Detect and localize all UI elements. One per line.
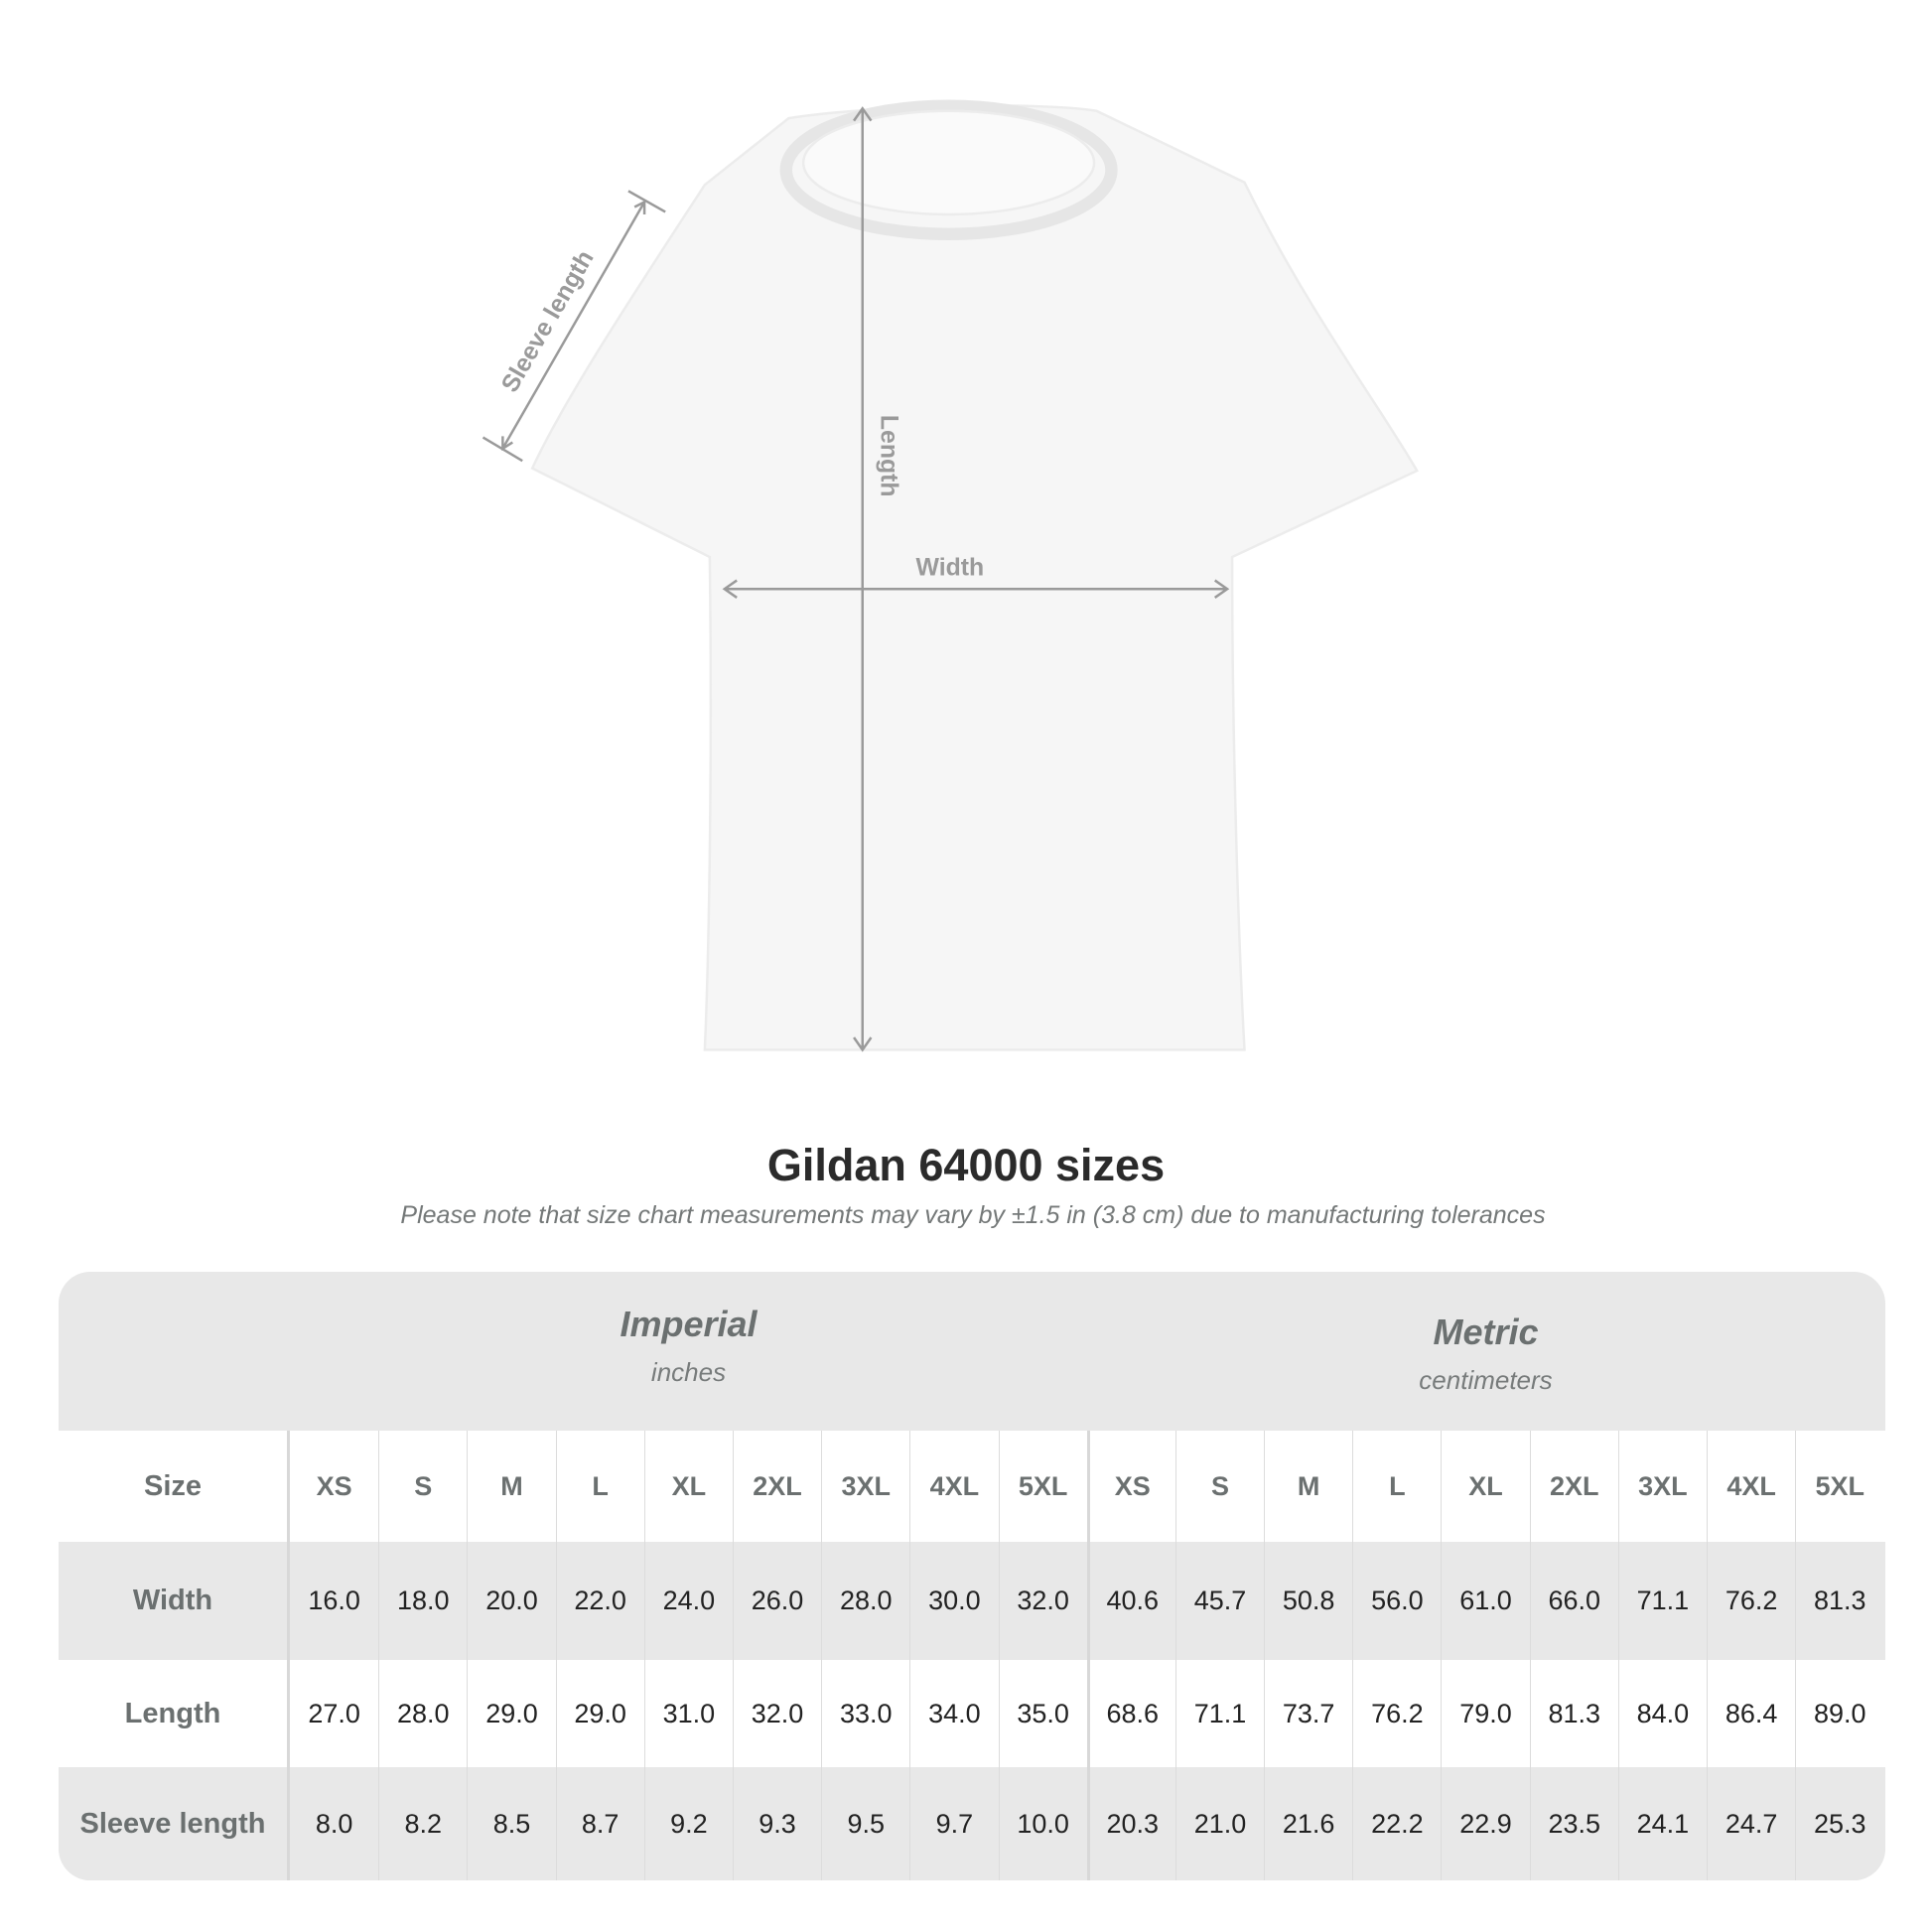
size-header-metric: 2XL [1529, 1431, 1618, 1542]
table-cell-metric: 71.1 [1174, 1660, 1264, 1767]
table-cell-imperial: 8.0 [315, 1808, 353, 1839]
sleeve-arrow [501, 201, 646, 450]
table-cell-imperial: 8.2 [378, 1767, 467, 1880]
table-cell-imperial: 9.3 [732, 1767, 821, 1880]
size-header-metric: XL [1441, 1431, 1529, 1542]
sleeve-length-row: Sleeve length 8.0 8.2 8.5 8.7 9.2 9.3 9.5 9.7 10.… [59, 1767, 1885, 1880]
tshirt-shape [530, 104, 1419, 1051]
table-cell-metric: 21.0 [1174, 1767, 1264, 1880]
size-header-metric: 3XL [1617, 1431, 1707, 1542]
size-header-metric: M [1264, 1431, 1352, 1542]
page-title: Gildan 64000 sizes [766, 1140, 1166, 1190]
size-header-imperial: M [467, 1431, 555, 1542]
table-cell-imperial: 33.0 [821, 1660, 909, 1767]
imperial-unit: inches [650, 1357, 727, 1387]
table-cell-imperial: 8.7 [555, 1767, 644, 1880]
tshirt-neck-opening [801, 109, 1096, 216]
imperial-header: Imperial inches [290, 1304, 1087, 1388]
table-cell-imperial: 32.0 [732, 1660, 821, 1767]
metric-unit: centimeters [1419, 1365, 1553, 1395]
table-cell-metric: 45.7 [1174, 1542, 1264, 1660]
table-cell-metric: 66.0 [1529, 1542, 1618, 1660]
width-row: Width 16.0 18.0 20.0 22.0 24.0 26.0 28.0 30.0 32.… [59, 1542, 1885, 1660]
table-cell-metric: 20.3 [1086, 1767, 1175, 1880]
tshirt-diagram: Width Length Sleeve length [482, 99, 1419, 1052]
table-cell-imperial: 9.5 [821, 1767, 909, 1880]
table-cell-imperial: 9.2 [643, 1767, 733, 1880]
table-cell-metric: 71.1 [1617, 1542, 1707, 1660]
table-cell-imperial: 26.0 [732, 1542, 821, 1660]
table-cell-metric: 50.8 [1264, 1542, 1352, 1660]
table-cell-metric: 76.2 [1352, 1660, 1441, 1767]
size-header-metric: L [1352, 1431, 1441, 1542]
table-cell-metric: 73.7 [1264, 1660, 1352, 1767]
table-cell-metric: 24.1 [1617, 1767, 1707, 1880]
size-header-imperial: XL [643, 1431, 733, 1542]
table-cell-imperial: 30.0 [909, 1542, 998, 1660]
size-header-imperial: L [555, 1431, 644, 1542]
table-cell-metric: 79.0 [1441, 1660, 1529, 1767]
table-cell-imperial: 28.0 [821, 1542, 909, 1660]
metric-header: Metric centimeters [1087, 1311, 1884, 1396]
size-header-imperial: S [378, 1431, 467, 1542]
size-header-imperial: 3XL [821, 1431, 909, 1542]
table-cell-metric: 84.0 [1617, 1660, 1707, 1767]
table-cell-metric: 81.3 [1529, 1660, 1618, 1767]
table-cell-imperial: 18.0 [378, 1542, 467, 1660]
row-label: Size [59, 1431, 290, 1542]
width-label: Width [916, 555, 985, 582]
table-cell-imperial: 27.0 [308, 1698, 360, 1728]
size-header-imperial: 5XL [998, 1431, 1087, 1542]
table-cell-metric: 40.6 [1086, 1542, 1175, 1660]
table-cell-imperial: 29.0 [555, 1660, 644, 1767]
size-header-imperial: 4XL [909, 1431, 998, 1542]
table-cell-metric: 61.0 [1441, 1542, 1529, 1660]
table-cell-metric: 81.3 [1795, 1542, 1883, 1660]
size-header-metric: 5XL [1795, 1431, 1883, 1542]
table-cell-metric: 24.7 [1707, 1767, 1795, 1880]
table-cell-imperial: 24.0 [643, 1542, 733, 1660]
table-cell-metric: 56.0 [1352, 1542, 1441, 1660]
imperial-title: Imperial [620, 1304, 758, 1344]
size-header-imperial: 2XL [732, 1431, 821, 1542]
table-cell-imperial: 8.5 [467, 1767, 555, 1880]
table-cell-imperial: 22.0 [555, 1542, 644, 1660]
table-cell-imperial: 31.0 [643, 1660, 733, 1767]
row-label: Sleeve length [59, 1767, 290, 1880]
table-cell-metric: 22.2 [1352, 1767, 1441, 1880]
tshirt-collar [779, 99, 1118, 241]
size-header-metric: S [1174, 1431, 1264, 1542]
table-cell-imperial: 20.0 [467, 1542, 555, 1660]
table-cell-imperial: 35.0 [998, 1660, 1087, 1767]
table-cell-imperial: 16.0 [308, 1586, 360, 1615]
table-cell-imperial: 34.0 [909, 1660, 998, 1767]
table-cell-metric: 23.5 [1529, 1767, 1618, 1880]
table-cell-metric: 86.4 [1707, 1660, 1795, 1767]
size-header-metric: 4XL [1707, 1431, 1795, 1542]
table-cell-metric: 76.2 [1707, 1542, 1795, 1660]
size-header-metric: XS [1086, 1431, 1175, 1542]
length-row: Length 27.0 28.0 29.0 29.0 31.0 32.0 33.0 34.0 35… [59, 1660, 1885, 1767]
table-cell-imperial: 9.7 [909, 1767, 998, 1880]
tolerance-note: Please note that size chart measurements… [400, 1201, 1546, 1229]
row-label: Length [59, 1660, 290, 1767]
table-cell-metric: 25.3 [1795, 1767, 1883, 1880]
row-label: Width [59, 1542, 290, 1660]
size-table: Imperial inches Metric centimeters Size X… [59, 1272, 1885, 1880]
table-cell-metric: 89.0 [1795, 1660, 1883, 1767]
table-cell-imperial: 28.0 [378, 1660, 467, 1767]
table-cell-imperial: 29.0 [467, 1660, 555, 1767]
size-header-imperial: XS [316, 1470, 352, 1501]
table-cell-imperial: 32.0 [998, 1542, 1087, 1660]
table-cell-imperial: 10.0 [998, 1767, 1087, 1880]
table-cell-metric: 22.9 [1441, 1767, 1529, 1880]
metric-title: Metric [1433, 1311, 1539, 1352]
table-cell-metric: 68.6 [1086, 1660, 1175, 1767]
length-label: Length [875, 415, 901, 497]
table-cell-metric: 21.6 [1264, 1767, 1352, 1880]
size-row: Size XS S M L XL 2XL 3XL 4XL 5XL XS S M L XL 2XL 3XL 4XL 5… [59, 1431, 1885, 1542]
